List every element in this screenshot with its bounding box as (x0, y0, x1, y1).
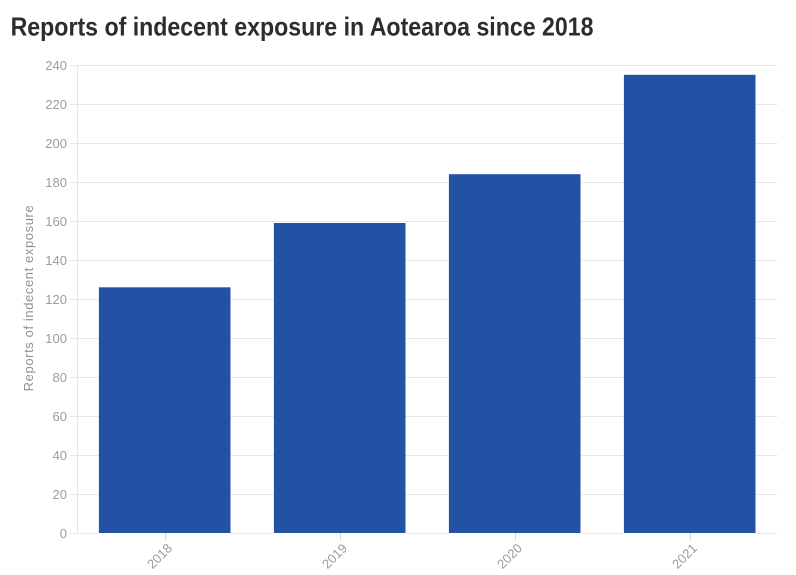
svg-text:40: 40 (53, 448, 67, 463)
svg-text:120: 120 (45, 292, 67, 307)
svg-text:200: 200 (45, 136, 67, 151)
svg-text:160: 160 (45, 214, 67, 229)
svg-text:20: 20 (53, 487, 67, 502)
svg-text:100: 100 (45, 331, 67, 346)
svg-text:Reports of indecent exposure i: Reports of indecent exposure in Aotearoa… (11, 13, 594, 42)
svg-text:180: 180 (45, 175, 67, 190)
svg-text:0: 0 (60, 526, 67, 541)
svg-text:Reports of indecent exposure: Reports of indecent exposure (21, 205, 36, 392)
svg-text:60: 60 (53, 409, 67, 424)
svg-text:220: 220 (45, 97, 67, 112)
svg-text:240: 240 (45, 58, 67, 73)
svg-text:140: 140 (45, 253, 67, 268)
svg-text:80: 80 (53, 370, 67, 385)
